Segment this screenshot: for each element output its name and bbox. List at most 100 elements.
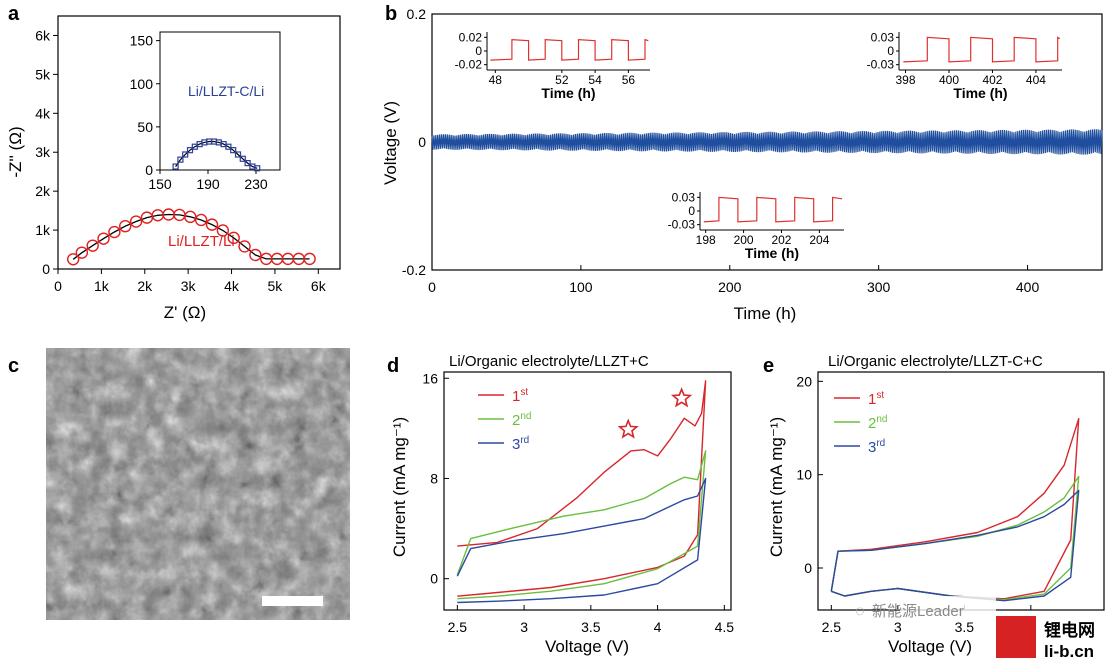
panel-b-inset-xlabel: Time (h) <box>541 85 595 101</box>
panel-d-chart: Li/Organic electrolyte/LLZT+C 2.5 3 3.5 4 4.… <box>390 353 734 656</box>
panel-a-inset-ytick-label: 50 <box>137 119 153 135</box>
panel-b-inset-ytick-label: 0 <box>475 44 482 58</box>
panel-d-xtick-label: 3.5 <box>581 619 601 635</box>
panel-a-xtick-label: 3k <box>181 278 197 294</box>
panel-a-inset-xtick-label: 230 <box>244 176 268 192</box>
panel-c-sem-image <box>46 348 350 620</box>
panel-b-inset-line <box>703 196 843 223</box>
panel-e-frame <box>817 371 1105 611</box>
panel-d-xlabel: Voltage (V) <box>545 637 629 656</box>
panel-e-ylabel: Current (mA mg⁻¹) <box>767 417 786 557</box>
panel-b-inset-xtick-label: 402 <box>982 73 1002 87</box>
panel-d-legend-label: 2nd <box>512 411 531 429</box>
panel-b-inset-line <box>490 38 649 61</box>
panel-d-xtick-label: 4 <box>654 619 662 635</box>
panel-b-xtick-label: 100 <box>569 279 593 295</box>
panel-b-inset-xtick-label: 52 <box>555 73 569 87</box>
panel-b-inset-ytick-label: -0.03 <box>867 58 895 72</box>
scale-bar <box>262 596 323 606</box>
panel-a-frame <box>57 15 341 270</box>
panel-a-inset-xtick-label: 150 <box>148 176 172 192</box>
panel-e-xtick-label: 3 <box>894 619 902 635</box>
panel-b-inset-ytick-label: -0.03 <box>668 218 696 232</box>
panel-a-xtick-label: 0 <box>54 278 62 294</box>
panel-a-ytick-label: 6k <box>35 27 51 43</box>
panel-d-xtick-label: 3 <box>520 619 528 635</box>
panel-label-a: a <box>8 3 20 25</box>
panel-a-xtick-label: 2k <box>137 278 153 294</box>
panel-label-e: e <box>763 355 774 377</box>
panel-b-xtick-label: 400 <box>1016 279 1040 295</box>
panel-a-inset-ytick-label: 0 <box>145 162 153 178</box>
panel-b-xlabel: Time (h) <box>734 304 797 323</box>
panel-b-chart: 0 100 200 300 400-0.200.2 Time (h) Voltage (… <box>381 6 1103 323</box>
watermark-logo-icon <box>996 616 1036 658</box>
panel-b-inset-line <box>903 36 1061 63</box>
panel-d-series-line <box>456 477 707 604</box>
panel-a-inset-point <box>254 165 261 172</box>
panel-a-inset-point <box>177 156 184 163</box>
panel-a-ytick-label: 1k <box>35 222 51 238</box>
panel-e-legend-label: 3rd <box>868 438 885 456</box>
panel-b-inset-ytick-label: 0 <box>887 44 894 58</box>
panel-b-inset-xlabel: Time (h) <box>745 245 799 261</box>
panel-a-fit-line <box>72 213 310 260</box>
panel-a-point <box>216 224 230 237</box>
panel-b-xtick-label: 300 <box>867 279 891 295</box>
watermark-brand-url: li-b.cn <box>1044 642 1094 661</box>
panel-b-inset: 0.020-0.02 48 52 54 56 Time (h) <box>455 30 650 101</box>
panel-e-legend-label: 1st <box>868 390 884 408</box>
panel-a-ytick-label: 3k <box>35 144 51 160</box>
panel-e-chart: Li/Organic electrolyte/LLZT-C+C 2.533.54… <box>767 353 1105 656</box>
panel-a-inset-point <box>244 160 251 167</box>
panel-b-inset-xtick-label: 56 <box>622 73 636 87</box>
panel-a-point <box>97 232 110 245</box>
panel-a-ylabel: -Z'' (Ω) <box>6 126 25 177</box>
panel-b-inset-ytick-label: 0.03 <box>672 190 696 204</box>
panel-e-title: Li/Organic electrolyte/LLZT-C+C <box>828 353 1043 370</box>
panel-a-point <box>108 225 121 239</box>
panel-b-inset-xtick-label: 198 <box>696 233 716 247</box>
panel-e-legend-label: 2nd <box>868 414 887 432</box>
panel-a-inset-ytick-label: 150 <box>130 33 154 49</box>
panel-a-ytick-label: 2k <box>35 183 51 199</box>
panel-b-ytick-label: 0 <box>418 134 426 150</box>
watermark: ◌ 新能源Leader 锂电网 li-b.cn <box>855 596 1095 661</box>
panel-a-point <box>303 252 316 266</box>
panel-b-inset-xtick-label: 398 <box>896 73 916 87</box>
panel-a-inset-point <box>172 163 179 170</box>
panel-d-ytick-label: 8 <box>430 470 438 486</box>
panel-d-ytick-label: 0 <box>430 571 438 587</box>
panel-b-inset-ytick-label: 0.02 <box>459 30 483 44</box>
panel-d-ytick-label: 16 <box>422 370 438 386</box>
panel-a-point <box>227 231 240 245</box>
panel-a-ytick-label: 5k <box>35 66 51 82</box>
panel-a-inset-frame <box>159 31 281 171</box>
watermark-chat-icon: ◌ <box>855 603 865 620</box>
panel-e-series-line <box>830 489 1080 602</box>
panel-d-star-icon <box>670 387 693 408</box>
panel-b-inset-xtick-label: 400 <box>939 73 959 87</box>
panel-d-series-line <box>457 380 707 597</box>
panel-a-xtick-label: 4k <box>224 278 240 294</box>
panel-e-xlabel: Voltage (V) <box>888 637 972 656</box>
panel-a-inset-point <box>225 143 232 150</box>
panel-b-inset-xtick-label: 404 <box>1026 73 1046 87</box>
panel-e-ytick-label: 10 <box>796 467 812 483</box>
panel-b-ytick-label: 0.2 <box>407 6 427 22</box>
panel-e-xtick-label: 3.5 <box>955 619 975 635</box>
panel-d-series-line <box>456 450 707 600</box>
panel-a-point <box>119 219 132 233</box>
panel-a-inset-point <box>182 151 189 158</box>
panel-a-inset-xtick-label: 190 <box>196 176 220 192</box>
panel-b-ylabel: Voltage (V) <box>381 101 400 185</box>
panel-b-xtick-label: 200 <box>718 279 742 295</box>
panel-d-legend-label: 1st <box>512 387 528 405</box>
panel-a-inset-point <box>234 151 242 158</box>
panel-d-legend-label: 3rd <box>512 435 529 453</box>
watermark-brand: 锂电网 <box>1044 620 1095 640</box>
panel-b-inset-xtick-label: 54 <box>588 73 602 87</box>
panel-label-d: d <box>387 355 399 377</box>
